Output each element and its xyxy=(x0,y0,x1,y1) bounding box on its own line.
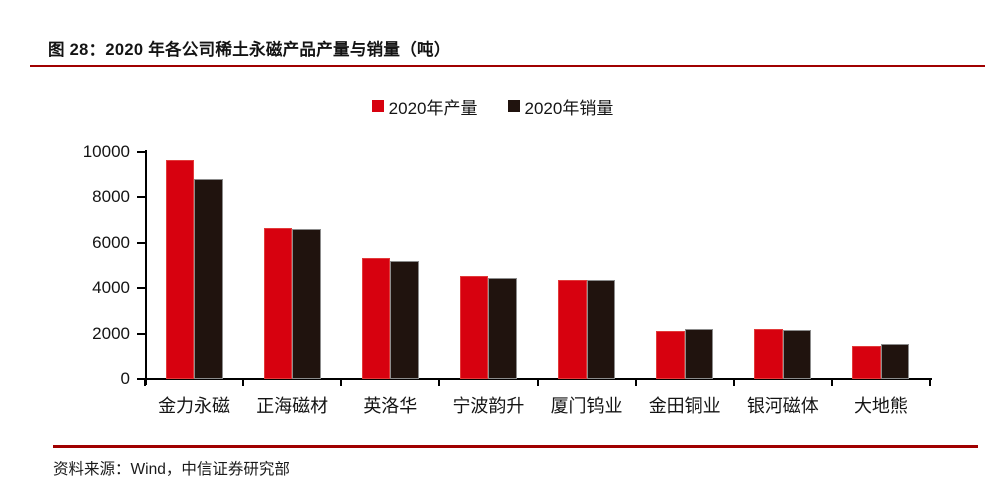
figure-title: 图 28：2020 年各公司稀土永磁产品产量与销量（吨） xyxy=(48,41,451,59)
y-axis-tick xyxy=(137,241,145,244)
x-axis-category-label: 宁波韵升 xyxy=(452,396,525,416)
bar xyxy=(194,179,223,379)
bar xyxy=(852,346,881,379)
bar xyxy=(684,329,714,379)
bar xyxy=(880,343,910,379)
x-axis-tick xyxy=(634,380,637,386)
y-axis-tick xyxy=(137,378,145,380)
x-axis-tick xyxy=(732,380,735,386)
footer-divider-rule xyxy=(53,445,978,448)
bar xyxy=(754,329,783,379)
x-axis-category-label: 金力永磁 xyxy=(158,396,231,416)
x-axis-category-label: 大地熊 xyxy=(853,396,908,416)
bar xyxy=(586,280,616,379)
title-divider-rule xyxy=(30,65,985,67)
chart-legend: 2020年产量 2020年销量 xyxy=(0,94,985,119)
y-axis-tick xyxy=(137,287,145,290)
x-axis-tick xyxy=(536,380,539,386)
legend-swatch-icon xyxy=(507,100,520,112)
y-axis-tick xyxy=(137,196,145,199)
x-axis-tick xyxy=(929,380,931,386)
x-axis-category-label: 正海磁材 xyxy=(256,396,329,416)
y-axis-tick-label: 2000 xyxy=(92,323,130,343)
y-axis-tick-label: 0 xyxy=(120,369,130,388)
bar xyxy=(390,260,419,379)
x-axis-tick xyxy=(144,380,146,386)
bar xyxy=(263,228,293,379)
bar xyxy=(361,257,391,379)
legend-swatch-icon xyxy=(371,100,384,112)
legend-label: 2020年产量 xyxy=(388,98,478,118)
bar xyxy=(292,229,321,379)
y-axis-line xyxy=(145,150,147,385)
legend-item: 2020年销量 xyxy=(507,94,614,119)
bar xyxy=(488,277,517,379)
legend-label: 2020年销量 xyxy=(524,98,614,118)
source-note: 资料来源：Wind，中信证券研究部 xyxy=(53,461,290,478)
bar xyxy=(656,331,685,379)
bar xyxy=(558,280,587,379)
x-axis-category-label: 金田铜业 xyxy=(648,396,721,416)
x-axis-category-label: 英洛华 xyxy=(363,396,418,416)
x-axis-category-label: 银河磁体 xyxy=(746,396,819,416)
bar xyxy=(782,330,812,379)
y-axis-tick-label: 6000 xyxy=(92,232,130,252)
y-axis-tick-label: 10000 xyxy=(82,142,130,161)
x-axis-category-label: 厦门钨业 xyxy=(550,396,623,416)
x-axis-line xyxy=(145,378,932,380)
legend-item: 2020年产量 xyxy=(371,94,478,119)
y-axis-tick-label: 4000 xyxy=(92,278,130,298)
y-axis-tick xyxy=(137,332,145,335)
y-axis-tick-label: 8000 xyxy=(92,187,130,207)
x-axis-tick xyxy=(242,380,245,386)
bar xyxy=(165,159,195,379)
x-axis-tick xyxy=(830,380,833,386)
x-axis-tick xyxy=(340,380,343,386)
y-axis-tick xyxy=(137,151,145,153)
x-axis-tick xyxy=(438,380,441,386)
bar xyxy=(459,275,489,379)
